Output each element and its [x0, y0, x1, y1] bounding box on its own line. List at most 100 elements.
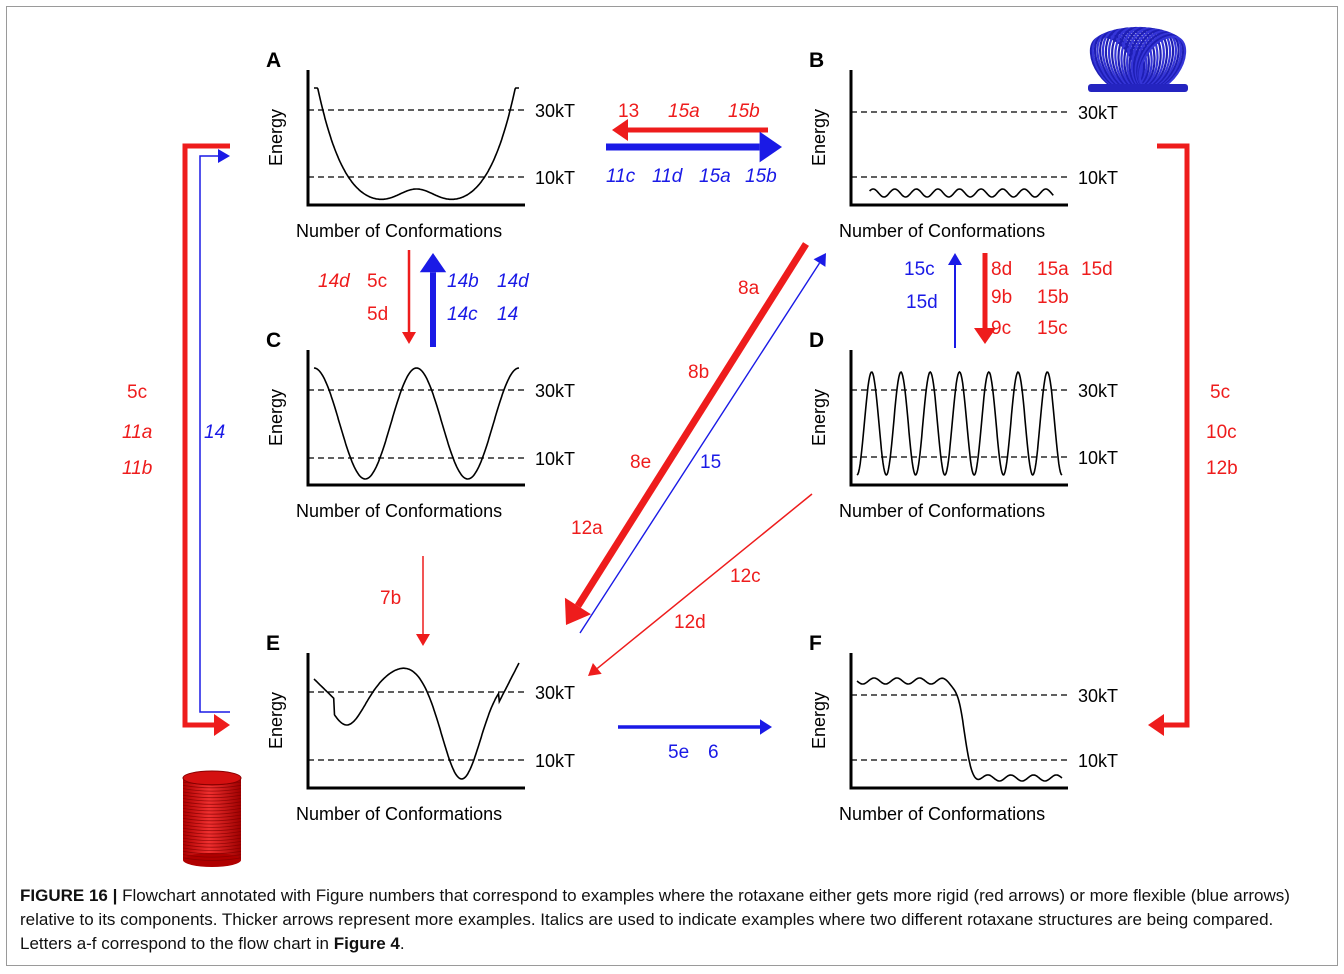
arrow-label: 5c	[367, 271, 387, 292]
y-axis-label: Energy	[809, 389, 829, 446]
red-coil-spring-icon	[182, 770, 242, 867]
arrow-label: 12b	[1206, 458, 1238, 479]
arrow-label: 5c	[1210, 382, 1230, 403]
panel-axes	[849, 350, 1068, 487]
arrow-head	[948, 253, 962, 265]
arrow-head	[419, 253, 447, 273]
energy-profile-curve	[313, 367, 520, 480]
arrow-label: 8e	[630, 452, 651, 473]
panel-letter: A	[266, 49, 281, 72]
panel-letter: D	[809, 329, 824, 352]
arrow-label: 5e	[668, 742, 689, 763]
y-axis-label: Energy	[809, 692, 829, 749]
level-label-upper: 30kT	[535, 683, 575, 703]
arrow-a-to-b	[606, 131, 782, 163]
energy-profile-curve	[313, 662, 520, 780]
arrow-label: 15a	[1037, 259, 1069, 280]
level-label-lower: 10kT	[535, 751, 575, 771]
arrow-d-to-e	[588, 493, 813, 676]
arrow-label: 14d	[318, 271, 351, 292]
arrow-b-to-f	[1148, 143, 1190, 736]
arrow-label: 14b	[447, 271, 479, 292]
level-label-lower: 10kT	[1078, 751, 1118, 771]
arrow-label: 15c	[1037, 318, 1068, 339]
y-axis-label: Energy	[266, 389, 286, 446]
arrow-label: 11c	[606, 166, 636, 187]
arrow-shaft	[1157, 143, 1190, 728]
arrow-e-to-a	[199, 149, 230, 713]
arrow-shaft	[199, 155, 230, 713]
arrow-label: 5c	[127, 382, 147, 403]
arrow-label: 12a	[571, 518, 603, 539]
arrow-c-to-e	[416, 556, 430, 646]
arrow-b-to-a	[612, 119, 768, 141]
arrow-b-to-d	[974, 253, 996, 344]
x-axis-label: Number of Conformations	[839, 221, 1045, 241]
x-axis-label: Number of Conformations	[839, 501, 1045, 521]
caption-figure-ref: Figure 4	[333, 934, 400, 953]
panel-axes	[306, 653, 525, 790]
panel-axes	[849, 653, 1068, 790]
energy-profile-curve	[869, 188, 1054, 198]
arrow-label: 8d	[991, 259, 1012, 280]
arrow-shaft	[596, 493, 813, 669]
arrow-label: 5d	[367, 304, 388, 325]
blue-slinky-icon	[1088, 26, 1188, 92]
panel-a: A 30kT 10kT Energy Number of Conformations	[266, 49, 575, 241]
panel-axes	[849, 70, 1068, 207]
arrow-b-to-e	[564, 242, 809, 625]
level-label-lower: 10kT	[535, 449, 575, 469]
arrow-label: 14	[497, 304, 518, 325]
energy-profile-curve	[314, 87, 519, 201]
arrow-head	[813, 253, 826, 267]
arrow-label: 11b	[122, 458, 152, 479]
arrow-label: 6	[708, 742, 719, 763]
arrow-e-to-b	[579, 253, 826, 634]
panel-d: D 30kT 10kT Energy Number of Conformations	[809, 329, 1118, 521]
panel-e: E 30kT 10kT Energy Number of Conformations	[266, 632, 575, 824]
arrow-head	[760, 719, 772, 735]
x-axis-label: Number of Conformations	[296, 221, 502, 241]
arrow-label: 15c	[904, 259, 935, 280]
arrow-label: 11a	[122, 422, 152, 443]
arrow-head	[759, 131, 782, 163]
level-label-upper: 30kT	[535, 381, 575, 401]
level-label-lower: 10kT	[1078, 168, 1118, 188]
arrow-label: 7b	[380, 588, 401, 609]
arrow-label: 11d	[652, 166, 684, 187]
arrow-label: 12d	[674, 612, 706, 633]
arrow-head	[218, 149, 230, 163]
arrow-c-to-a	[419, 253, 447, 347]
arrow-label: 14d	[497, 271, 530, 292]
energy-profile-curve	[856, 370, 1063, 477]
panel-axes	[306, 70, 525, 207]
arrow-head	[564, 597, 591, 625]
figure-frame	[6, 6, 1338, 966]
panel-b: B 30kT 10kT Energy Number of Conformations	[809, 49, 1118, 241]
energy-profile-curve	[856, 677, 1063, 782]
caption-text: Flowchart annotated with Figure numbers …	[20, 886, 1290, 953]
arrow-label: 15b	[1037, 287, 1069, 308]
panel-letter: E	[266, 632, 280, 655]
panel-axes	[306, 350, 525, 487]
arrow-label: 8b	[688, 362, 709, 383]
panel-c: C 30kT 10kT Energy Number of Conformations	[266, 329, 575, 521]
level-label-upper: 30kT	[1078, 686, 1118, 706]
arrow-label: 8a	[738, 278, 760, 299]
arrow-label: 15b	[745, 166, 777, 187]
arrow-label: 9c	[991, 318, 1011, 339]
arrow-label: 15a	[699, 166, 731, 187]
arrow-head	[402, 332, 416, 344]
level-label-upper: 30kT	[1078, 103, 1118, 123]
level-label-upper: 30kT	[1078, 381, 1118, 401]
arrow-label: 14c	[447, 304, 478, 325]
x-axis-label: Number of Conformations	[296, 804, 502, 824]
panel-letter: B	[809, 49, 824, 72]
arrow-a-to-c	[402, 250, 416, 344]
arrow-d-to-b	[948, 253, 962, 348]
level-label-lower: 10kT	[535, 168, 575, 188]
arrow-head	[416, 634, 430, 646]
panel-f: F 30kT 10kT Energy Number of Conformations	[809, 632, 1118, 824]
arrow-label: 15d	[906, 292, 938, 313]
